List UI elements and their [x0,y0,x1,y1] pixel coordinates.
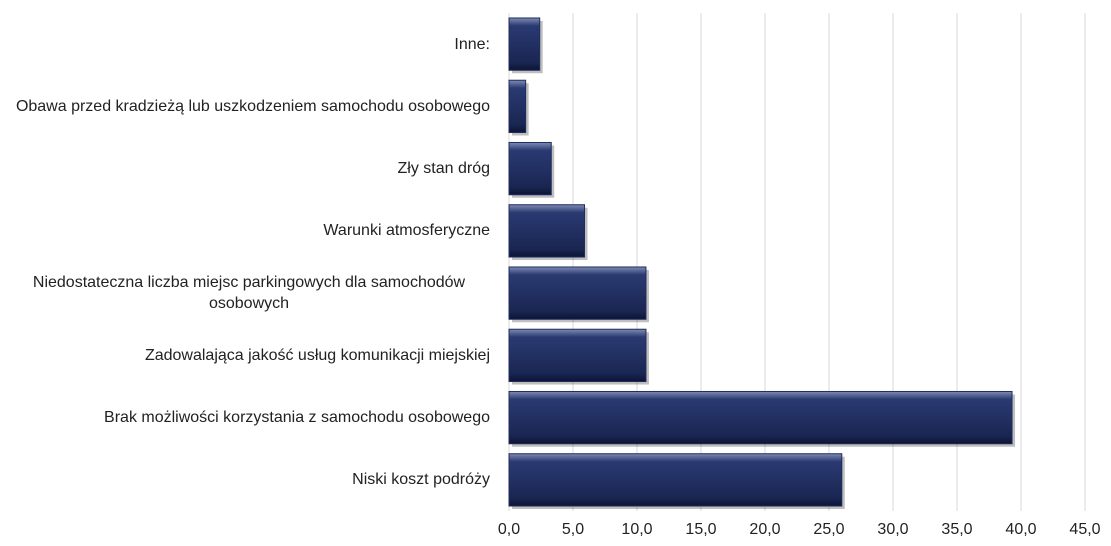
x-tick-label: 10,0 [621,521,652,538]
y-tick-text: Brak możliwości korzystania z samochodu … [104,409,490,427]
x-tick-label: 0,0 [498,521,520,538]
bar [508,79,527,134]
bar [508,453,843,507]
y-tick-label: Inne: [0,13,490,75]
y-tick-text: Zadowalająca jakość usług komunikacji mi… [144,346,490,364]
bar [508,328,647,383]
y-tick-label: Zadowalająca jakość usług komunikacji mi… [0,324,490,386]
y-tick-label: Obawa przed kradzieżą lub uszkodzeniem s… [0,75,490,137]
x-tick-label: 30,0 [877,521,908,538]
x-tick-label: 35,0 [941,521,972,538]
bar [508,266,647,320]
y-tick-label: Niedostateczna liczba miejsc parkingowyc… [0,262,490,324]
y-tick-label: Zły stan dróg [0,138,490,200]
x-tick-label: 15,0 [685,521,716,538]
bar [508,390,1013,445]
y-tick-label: Brak możliwości korzystania z samochodu … [0,387,490,449]
x-tick-label: 45,0 [1069,521,1100,538]
y-tick-text: Niski koszt podróży [352,471,490,489]
x-tick-label: 25,0 [813,521,844,538]
y-tick-text: Zły stan dróg [397,160,490,178]
y-tick-label: Warunki atmosferyczne [0,200,490,262]
y-tick-text: Niedostateczna liczba miejsc parkingowyc… [32,274,466,313]
y-tick-text: Warunki atmosferyczne [323,222,490,240]
bar [508,141,552,196]
y-tick-text: Inne: [454,35,490,53]
bar [508,17,541,71]
x-tick-label: 5,0 [562,521,584,538]
y-tick-label: Niski koszt podróży [0,449,490,511]
y-tick-text: Obawa przed kradzieżą lub uszkodzeniem s… [15,97,490,115]
x-tick-label: 40,0 [1005,521,1036,538]
bar [508,204,586,258]
x-tick-label: 20,0 [749,521,780,538]
